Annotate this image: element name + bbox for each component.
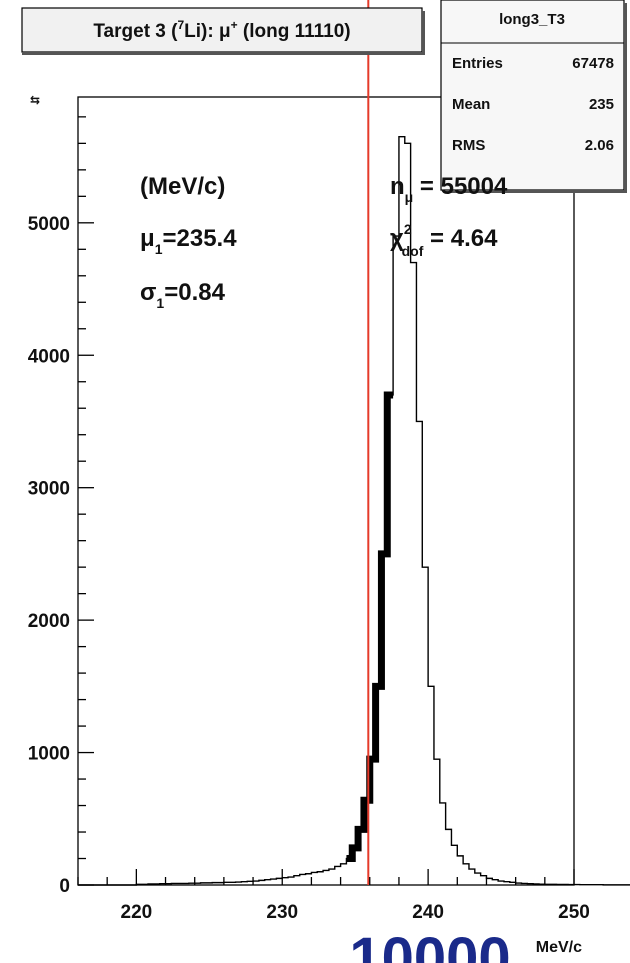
plot-frame <box>77 96 575 886</box>
stats-box: long3_T3 Entries 67478 Mean 235 RMS 2.06 <box>440 0 627 193</box>
stats-mean-value: 235 <box>589 96 614 113</box>
stats-entries-value: 67478 <box>572 55 614 72</box>
fit-curve <box>346 391 394 863</box>
stats-rms-value: 2.06 <box>585 137 614 154</box>
y-tick-label: 2000 <box>28 611 70 632</box>
x-tick-label: 250 <box>558 902 590 923</box>
histogram-layer <box>78 0 630 886</box>
x-tick-label: 220 <box>121 902 153 923</box>
bottom-cutoff-text: 10000 <box>349 926 510 963</box>
annotation-sigma: σ1=0.84 <box>140 279 226 311</box>
chart-title: Target 3 (7Li): μ+ (long 11110) <box>93 18 350 42</box>
y-tick-label: 4000 <box>28 346 70 367</box>
stats-rms-label: RMS <box>452 137 485 154</box>
stats-box-name: long3_T3 <box>499 11 565 28</box>
y-tick-label: 3000 <box>28 479 70 500</box>
annotation-mu: μ1=235.4 <box>140 225 237 257</box>
x-tick-label: 240 <box>412 902 444 923</box>
title-box: Target 3 (7Li): μ+ (long 11110) <box>21 7 425 55</box>
x-axis-label: MeV/c <box>536 939 582 956</box>
annotation-units: (MeV/c) <box>140 173 225 200</box>
y-tick-label: 5000 <box>28 214 70 235</box>
annotation-n: nμ = 55004 <box>390 173 508 205</box>
axis-layer: 220 230 240 250 0 1000 2000 3000 4000 5000 <box>28 116 590 923</box>
bottom-number: 10000 <box>349 926 510 963</box>
stats-mean-label: Mean <box>452 96 490 113</box>
stats-entries-label: Entries <box>452 55 503 72</box>
y-axis-top-marker: ⇆ <box>30 93 40 107</box>
y-tick-label: 1000 <box>28 744 70 765</box>
y-tick-label: 0 <box>59 876 70 897</box>
annotation-chi2: χ2 dof = 4.64 <box>390 221 498 259</box>
x-tick-label: 230 <box>266 902 298 923</box>
